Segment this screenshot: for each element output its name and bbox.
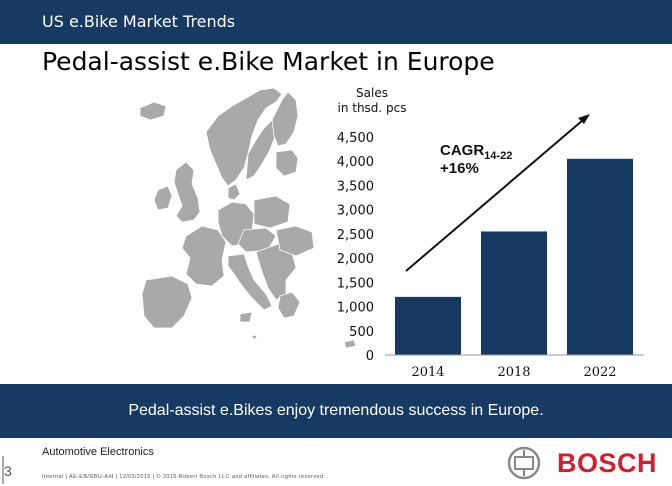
bar-2022	[567, 158, 633, 355]
x-tick-label: 2018	[497, 365, 530, 380]
y-tick-label: 1,500	[337, 276, 374, 291]
y-tick-label: 0	[366, 349, 374, 364]
cagr-annotation: CAGR14-22	[440, 142, 512, 162]
growth-arrow	[405, 114, 590, 272]
top-header-bar: US e.Bike Market Trends	[0, 0, 672, 44]
sales-bar-chart: Sales in thsd. pcs 0 500 1,000 1,500 2,000 2,…	[337, 86, 644, 380]
footer	[0, 438, 672, 486]
y-tick-label: 2,500	[337, 228, 374, 243]
cagr-value: +16%	[440, 160, 479, 177]
summary-text: Pedal-assist e.Bikes enjoy tremendous su…	[128, 402, 544, 419]
bosch-logo: BOSCH	[507, 446, 657, 480]
legal-notice: Internal | AE-EB/RBU-Ald | 12/03/2015 | …	[42, 474, 326, 480]
x-tick-label: 2014	[411, 365, 444, 380]
y-tick-labels: 0 500 1,000 1,500 2,000 2,500 3,000 3,500 4,000 4…	[337, 131, 374, 364]
bar-2014	[395, 296, 461, 355]
y-tick-label: 3,500	[337, 179, 374, 194]
x-tick-label: 2022	[583, 365, 616, 380]
section-title: US e.Bike Market Trends	[42, 12, 236, 31]
x-tick-labels: 2014 2018 2022	[411, 365, 616, 380]
y-tick-label: 4,000	[337, 155, 374, 170]
page-title: Pedal-assist e.Bike Market in Europe	[42, 47, 495, 76]
y-tick-label: 4,500	[337, 131, 374, 146]
bosch-armature-icon	[507, 446, 541, 480]
logo-wordmark: BOSCH	[557, 448, 658, 478]
y-tick-label: 2,000	[337, 252, 374, 267]
y-axis-label-line2: in thsd. pcs	[337, 101, 406, 115]
bars	[395, 158, 633, 355]
summary-banner: Pedal-assist e.Bikes enjoy tremendous su…	[0, 384, 672, 438]
y-tick-label: 1,000	[337, 301, 374, 316]
department-label: Automotive Electronics	[42, 446, 154, 458]
europe-map-image	[139, 87, 357, 349]
y-axis-label-line1: Sales	[356, 86, 388, 100]
y-tick-label: 3,000	[337, 204, 374, 219]
page-number: 3	[4, 463, 12, 479]
page-marker	[2, 456, 4, 484]
y-tick-label: 500	[349, 325, 374, 340]
bar-2018	[481, 231, 547, 355]
